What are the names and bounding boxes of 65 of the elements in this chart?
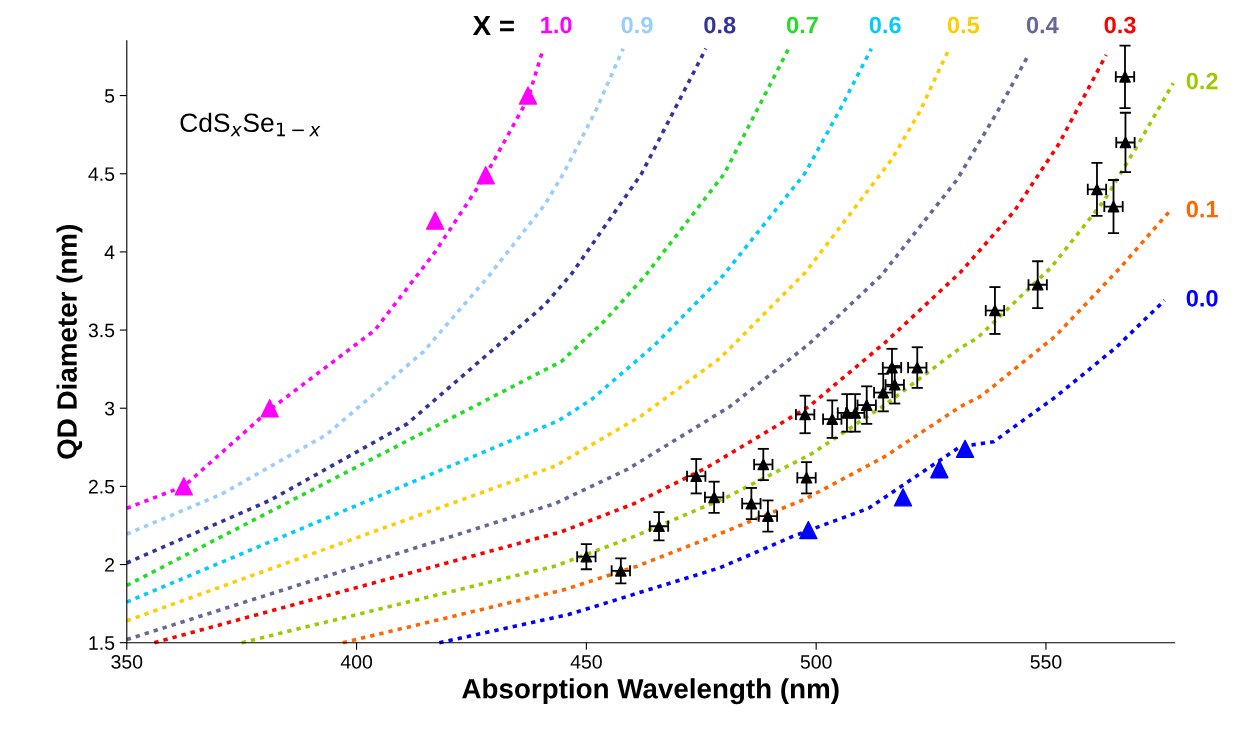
point bbox=[174, 477, 193, 496]
x-tick-label: 550 bbox=[1030, 655, 1062, 669]
point bbox=[260, 399, 279, 418]
series-label: 0.5 bbox=[947, 16, 980, 34]
point bbox=[580, 550, 593, 563]
point bbox=[826, 413, 839, 426]
point bbox=[989, 304, 1001, 317]
series-label: 0.6 bbox=[869, 16, 901, 34]
point bbox=[1091, 183, 1103, 196]
line-series bbox=[437, 298, 1167, 645]
line-series bbox=[124, 50, 545, 511]
point bbox=[614, 564, 627, 577]
point bbox=[757, 458, 770, 471]
point bbox=[708, 491, 720, 504]
y-axis-title: QD Diameter (nm) bbox=[56, 225, 83, 459]
text: X = bbox=[472, 15, 514, 36]
x-tick-label: 350 bbox=[111, 655, 143, 669]
series-label: 0.3 bbox=[1104, 16, 1136, 34]
point bbox=[653, 520, 665, 533]
series-label: 1.0 bbox=[541, 16, 572, 34]
point bbox=[1107, 200, 1120, 213]
line-series bbox=[124, 46, 708, 565]
x-tick-label: 400 bbox=[340, 655, 373, 669]
line-series bbox=[124, 46, 625, 536]
point bbox=[893, 488, 913, 507]
series-label: 0.8 bbox=[704, 16, 736, 34]
point bbox=[1119, 70, 1131, 83]
point bbox=[888, 378, 901, 391]
series-label: 0.7 bbox=[787, 16, 818, 34]
point bbox=[1031, 278, 1044, 291]
point bbox=[841, 407, 853, 419]
point bbox=[799, 520, 818, 540]
point bbox=[877, 386, 890, 399]
point bbox=[911, 361, 924, 374]
x-tick-label: 450 bbox=[570, 655, 602, 669]
point bbox=[1119, 136, 1132, 149]
y-tick-label: 1.5 bbox=[89, 636, 115, 650]
point bbox=[800, 471, 813, 484]
point bbox=[799, 408, 811, 421]
point bbox=[745, 497, 758, 510]
y-tick-label: 2 bbox=[105, 558, 115, 572]
point bbox=[518, 86, 538, 105]
y-tick-label: 3.5 bbox=[88, 323, 115, 338]
point bbox=[860, 399, 873, 411]
x-axis-title: Absorption Wavelength (nm) bbox=[462, 678, 839, 705]
series-label: 0.1 bbox=[1186, 200, 1218, 218]
point bbox=[425, 211, 445, 230]
y-tick-label: 4 bbox=[104, 245, 115, 259]
point bbox=[690, 470, 703, 483]
y-tick-label: 3 bbox=[104, 401, 115, 416]
series-label: 0.2 bbox=[1186, 72, 1218, 90]
series-label: 0.9 bbox=[621, 16, 653, 34]
point bbox=[762, 510, 774, 522]
point bbox=[930, 459, 949, 479]
line-series bbox=[340, 209, 1172, 645]
series-label: 0.0 bbox=[1186, 289, 1218, 307]
point bbox=[476, 166, 495, 185]
x-tick-label: 500 bbox=[800, 655, 832, 669]
series-label: 0.4 bbox=[1026, 16, 1059, 34]
y-tick-label: 2.5 bbox=[88, 479, 115, 494]
y-tick-label: 5 bbox=[104, 89, 115, 103]
y-tick-label: 4.5 bbox=[88, 167, 115, 181]
point bbox=[886, 361, 898, 374]
annotation: CdS$_{x}$Se$_{1−x}$ bbox=[180, 112, 321, 137]
point bbox=[955, 439, 975, 459]
